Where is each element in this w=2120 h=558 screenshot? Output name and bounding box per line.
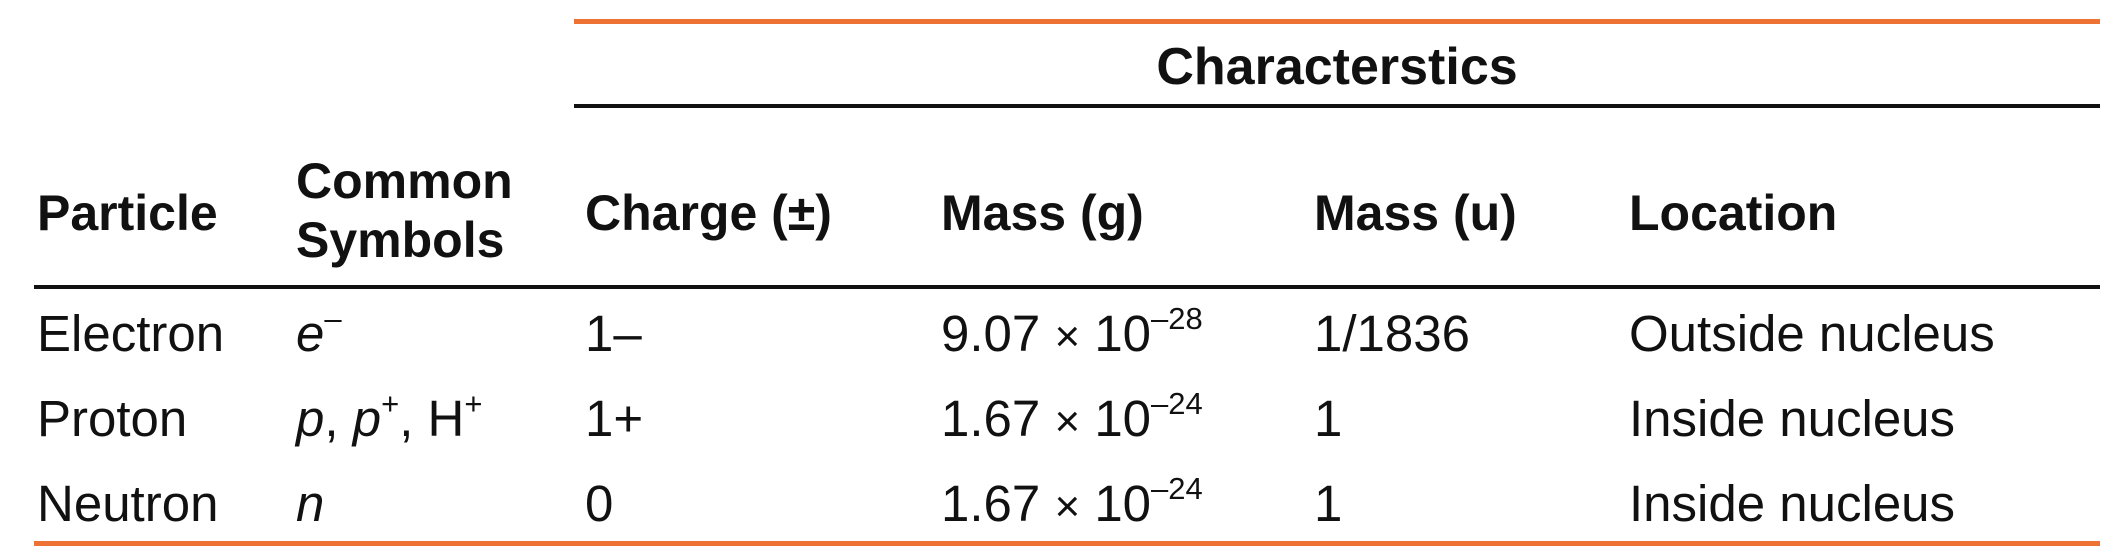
mass-exponent: –24 [1151,386,1203,421]
header-symbols-line1: Common [296,153,513,209]
mass-base: 10 [1094,475,1152,532]
mass-exponent: –24 [1151,471,1203,506]
cell-location: Inside nucleus [1629,475,1956,532]
group-header-characteristics: Characterstics [1156,38,1518,96]
times-sign: × [1054,482,1081,531]
cell-charge: 1– [585,305,642,362]
cell-charge: 0 [585,475,614,532]
header-charge: Charge (±) [585,185,832,241]
symbol-h-charge: + [464,386,483,421]
header-location: Location [1629,185,1838,241]
header-symbols-line2: Symbols [296,212,505,268]
cell-charge: 1+ [585,390,644,447]
symbol-e-charge: – [324,301,342,336]
table-top-rule [574,19,2100,24]
mass-mantissa: 9.07 [941,305,1041,362]
symbol-e: e [296,305,325,362]
cell-mass-u: 1/1836 [1314,305,1470,362]
group-header-underline [574,104,2100,108]
mass-base: 10 [1094,305,1152,362]
cell-symbol: n [296,474,324,533]
cell-particle: Proton [37,390,188,447]
cell-particle: Neutron [37,475,219,532]
mass-mantissa: 1.67 [941,390,1041,447]
cell-symbol: p, p+, H+ [296,386,483,448]
symbol-separator: , [399,390,428,447]
cell-mass-u: 1 [1314,475,1343,532]
cell-mass-g: 9.07 × 10–28 [941,301,1203,363]
symbol-p: p [296,390,325,447]
cell-mass-g: 1.67 × 10–24 [941,386,1203,448]
mass-exponent: –28 [1151,301,1203,336]
cell-symbol: e– [296,301,342,363]
mass-base: 10 [1094,390,1152,447]
mass-mantissa: 1.67 [941,475,1041,532]
symbol-p-plus: p [352,390,382,447]
times-sign: × [1054,397,1081,446]
cell-location: Inside nucleus [1629,390,1956,447]
symbol-p-charge: + [381,386,400,421]
header-particle: Particle [37,185,218,241]
header-underline [34,285,2100,289]
symbol-n: n [296,475,325,532]
cell-mass-u: 1 [1314,390,1343,447]
symbol-h: H [427,390,465,447]
times-sign: × [1054,312,1081,361]
cell-location: Outside nucleus [1629,305,1995,362]
cell-particle: Electron [37,305,225,362]
header-mass-u: Mass (u) [1314,185,1517,241]
table-bottom-rule [34,541,2100,546]
header-mass-g: Mass (g) [941,185,1144,241]
symbol-separator: , [324,390,353,447]
cell-mass-g: 1.67 × 10–24 [941,471,1203,533]
